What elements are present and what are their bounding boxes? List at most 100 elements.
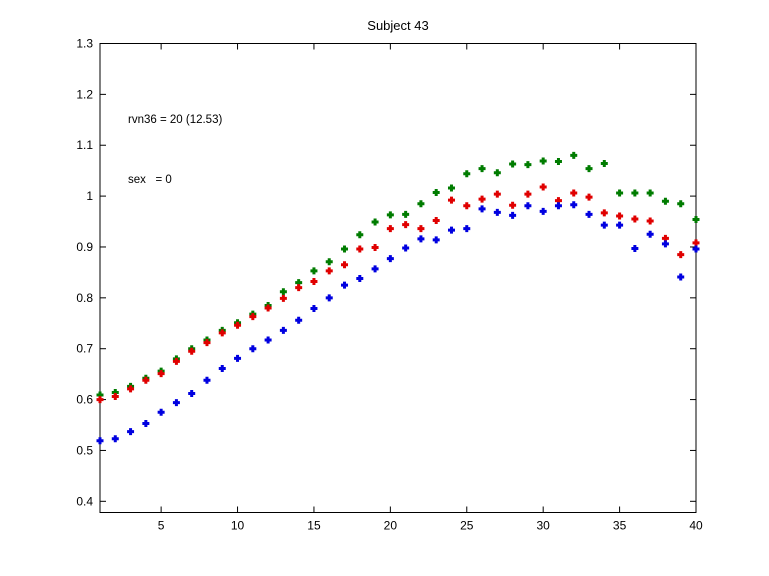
series-red bbox=[96, 183, 700, 404]
data-point bbox=[417, 235, 425, 243]
x-tick-label: 10 bbox=[231, 519, 245, 533]
data-point bbox=[631, 244, 639, 252]
data-point bbox=[295, 316, 303, 324]
data-point bbox=[111, 435, 119, 443]
y-tick-label: 1.1 bbox=[76, 138, 93, 152]
data-point bbox=[554, 197, 562, 205]
data-point bbox=[234, 354, 242, 362]
data-point bbox=[234, 321, 242, 329]
x-tick-label: 15 bbox=[307, 519, 321, 533]
data-point bbox=[539, 207, 547, 215]
data-point bbox=[279, 326, 287, 334]
data-point bbox=[356, 275, 364, 283]
x-tick-label: 30 bbox=[536, 519, 550, 533]
data-point bbox=[570, 201, 578, 209]
x-tick-label: 40 bbox=[689, 519, 703, 533]
data-point bbox=[203, 376, 211, 384]
data-point bbox=[371, 218, 379, 226]
x-tick-label: 35 bbox=[613, 519, 627, 533]
data-point bbox=[509, 211, 517, 219]
data-point bbox=[493, 169, 501, 177]
data-point bbox=[356, 245, 364, 253]
data-point bbox=[539, 157, 547, 165]
data-point bbox=[127, 385, 135, 393]
data-point bbox=[341, 261, 349, 269]
data-point bbox=[447, 226, 455, 234]
data-point bbox=[463, 202, 471, 210]
data-point bbox=[692, 245, 700, 253]
data-point bbox=[417, 225, 425, 233]
data-point bbox=[524, 161, 532, 169]
data-point bbox=[386, 211, 394, 219]
y-axis-ticks: 0.4 0.5 0.6 0.7 0.8 0.9 1 1.1 1.2 1.3 bbox=[76, 37, 696, 508]
data-point bbox=[432, 217, 440, 225]
data-point bbox=[646, 230, 654, 238]
data-point bbox=[509, 201, 517, 209]
x-tick-label: 5 bbox=[158, 519, 165, 533]
data-point bbox=[692, 216, 700, 224]
data-point bbox=[585, 193, 593, 201]
data-point bbox=[142, 376, 150, 384]
data-point bbox=[417, 200, 425, 208]
data-point bbox=[111, 388, 119, 396]
series-blue bbox=[96, 201, 700, 445]
data-point bbox=[310, 278, 318, 286]
data-point bbox=[585, 210, 593, 218]
data-point bbox=[631, 215, 639, 223]
data-point bbox=[157, 408, 165, 416]
data-point bbox=[661, 197, 669, 205]
y-tick-label: 0.6 bbox=[76, 393, 93, 407]
data-point bbox=[218, 365, 226, 373]
data-point bbox=[478, 165, 486, 173]
x-tick-label: 25 bbox=[460, 519, 474, 533]
data-point bbox=[295, 279, 303, 287]
data-point bbox=[356, 231, 364, 239]
data-point bbox=[539, 183, 547, 191]
data-point bbox=[493, 208, 501, 216]
y-tick-label: 1.2 bbox=[76, 87, 93, 101]
y-tick-label: 1 bbox=[86, 189, 93, 203]
data-point bbox=[692, 239, 700, 247]
x-axis-ticks: 5 10 15 20 25 30 35 40 bbox=[158, 43, 703, 533]
data-point bbox=[172, 357, 180, 365]
data-point bbox=[218, 329, 226, 337]
data-point bbox=[325, 258, 333, 266]
data-point bbox=[432, 236, 440, 244]
data-point bbox=[402, 244, 410, 252]
data-point bbox=[616, 212, 624, 220]
data-point bbox=[96, 396, 104, 404]
data-point bbox=[432, 189, 440, 197]
data-point bbox=[157, 370, 165, 378]
data-point bbox=[463, 170, 471, 178]
x-tick-label: 20 bbox=[384, 519, 398, 533]
data-point bbox=[600, 160, 608, 168]
data-point bbox=[386, 255, 394, 263]
data-point bbox=[616, 221, 624, 229]
data-point bbox=[325, 267, 333, 275]
y-tick-label: 0.9 bbox=[76, 240, 93, 254]
data-point bbox=[661, 240, 669, 248]
data-point bbox=[570, 151, 578, 159]
data-point bbox=[279, 288, 287, 296]
data-point bbox=[96, 437, 104, 445]
chart-title: Subject 43 bbox=[367, 18, 429, 33]
data-point bbox=[188, 389, 196, 397]
data-point bbox=[386, 225, 394, 233]
data-point bbox=[646, 189, 654, 197]
data-point bbox=[142, 419, 150, 427]
data-point bbox=[585, 165, 593, 173]
data-point bbox=[402, 221, 410, 229]
data-point bbox=[554, 158, 562, 166]
data-point bbox=[478, 195, 486, 203]
y-tick-label: 0.7 bbox=[76, 342, 93, 356]
plot-frame bbox=[99, 43, 697, 513]
data-point bbox=[341, 245, 349, 253]
data-point bbox=[325, 294, 333, 302]
data-point bbox=[677, 251, 685, 259]
data-point bbox=[509, 160, 517, 168]
annotation-line-1: rvn36 = 20 (12.53) bbox=[128, 114, 223, 126]
data-point bbox=[172, 399, 180, 407]
data-point bbox=[111, 393, 119, 401]
data-point bbox=[600, 209, 608, 217]
